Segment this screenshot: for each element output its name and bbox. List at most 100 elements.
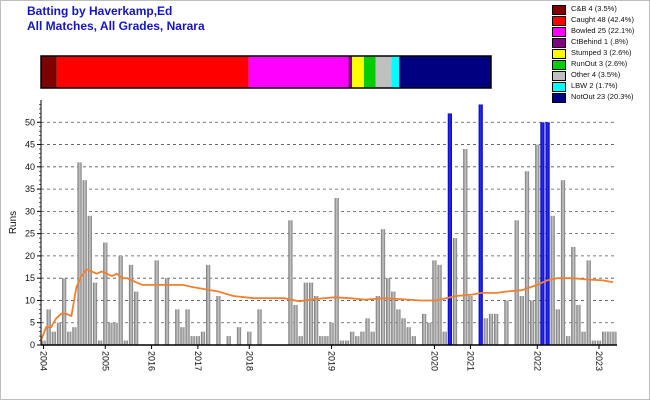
innings-bar [442,331,447,345]
innings-bar [82,180,87,345]
innings-bar [602,331,607,345]
legend-label: RunOut 3 (2.6%) [571,59,628,68]
innings-bar [504,300,509,345]
y-tick-label: 30 [25,206,35,216]
innings-bar [87,215,92,345]
innings-bar [72,327,77,345]
innings-bar [468,296,473,345]
innings-bar [586,260,591,345]
innings-bar [494,313,499,345]
innings-bar [411,336,416,345]
y-axis-label: Runs [8,211,19,234]
innings-bar [396,309,401,345]
x-tick-label: 2021 [465,351,475,371]
innings-bar [118,255,123,345]
innings-bar [56,322,62,345]
innings-bar [350,331,355,345]
innings-bar [463,149,468,345]
innings-bar [113,322,118,345]
innings-bar [530,300,535,345]
dismissal-bar-outline [40,55,492,89]
innings-bar [226,336,231,345]
innings-bar-notout [540,122,545,345]
dismissal-segment [399,56,491,88]
innings-bar [62,278,67,345]
innings-bar [571,247,576,345]
innings-bar [524,171,530,345]
legend: C&B 4 (3.5%) Caught 48 (42.4%) Bowled 25 (… [552,4,648,103]
legend-swatch [552,71,566,81]
legend-label: Bowled 25 (22.1%) [571,26,635,35]
dismissal-segment [348,56,353,88]
innings-bar [190,336,195,345]
legend-label: CtBehind 1 (.8%) [571,37,629,46]
dismissal-segment [56,56,249,88]
innings-bar [607,331,612,345]
innings-bar [581,331,586,345]
y-tick-label: 20 [25,251,35,261]
legend-item: NotOut 23 (20.3%) [552,92,648,103]
legend-label: LBW 2 (1.7%) [571,81,618,90]
innings-bar [380,229,386,345]
innings-bar [324,336,329,345]
y-tick-label: 0 [30,340,35,350]
innings-bar [560,180,566,345]
legend-swatch [552,93,566,103]
dismissal-segment [41,56,57,88]
y-tick-label: 5 [30,318,35,328]
legend-label: C&B 4 (3.5%) [571,4,617,13]
y-tick-label: 40 [25,162,35,172]
legend-label: Stumped 3 (2.6%) [571,48,632,57]
innings-bar [236,327,242,345]
x-tick-label: 2022 [532,351,542,371]
innings-bar [375,296,380,345]
innings-bar [514,220,519,345]
legend-swatch [552,5,566,15]
innings-bar [51,331,56,345]
innings-bar [154,260,159,345]
innings-bar [298,336,303,345]
y-tick-label: 10 [25,295,35,305]
innings-bar [308,282,314,345]
chart-subtitle: All Matches, All Grades, Narara [27,19,205,33]
legend-label: Other 4 (3.5%) [571,70,621,79]
innings-bar [98,340,103,345]
legend-item: C&B 4 (3.5%) [552,4,648,15]
innings-bar [360,331,365,345]
innings-bar [401,318,406,345]
y-tick-label: 35 [25,184,35,194]
x-tick-label: 2005 [100,351,110,371]
innings-bar [386,278,391,345]
x-tick-label: 2016 [147,351,157,371]
innings-bar [519,296,524,345]
average-line [40,268,614,341]
innings-bar [288,220,293,345]
x-tick-label: 2019 [327,351,337,371]
innings-bar [437,264,442,345]
innings-bar [319,336,324,345]
y-tick-label: 15 [25,273,35,283]
innings-bar [108,322,113,345]
innings-bar [216,296,221,345]
innings-bar [303,282,308,345]
x-tick-label: 2017 [193,351,203,371]
dismissal-segment [248,56,349,88]
innings-bar [406,327,411,345]
innings-bar-notout [447,113,452,345]
innings-bar [257,309,262,345]
innings-bar [247,331,252,345]
legend-label: Caught 48 (42.4%) [571,15,634,24]
innings-bar [391,291,396,345]
innings-bar [488,313,494,345]
innings-bar [200,331,206,345]
innings-bar [67,331,72,345]
legend-swatch [552,49,566,59]
legend-swatch [552,16,566,26]
legend-item: RunOut 3 (2.6%) [552,59,648,70]
innings-bar [293,304,298,345]
innings-bar-notout [478,104,483,345]
dismissal-segment [363,56,376,88]
innings-bar [422,313,427,345]
y-tick-label: 50 [25,117,35,127]
